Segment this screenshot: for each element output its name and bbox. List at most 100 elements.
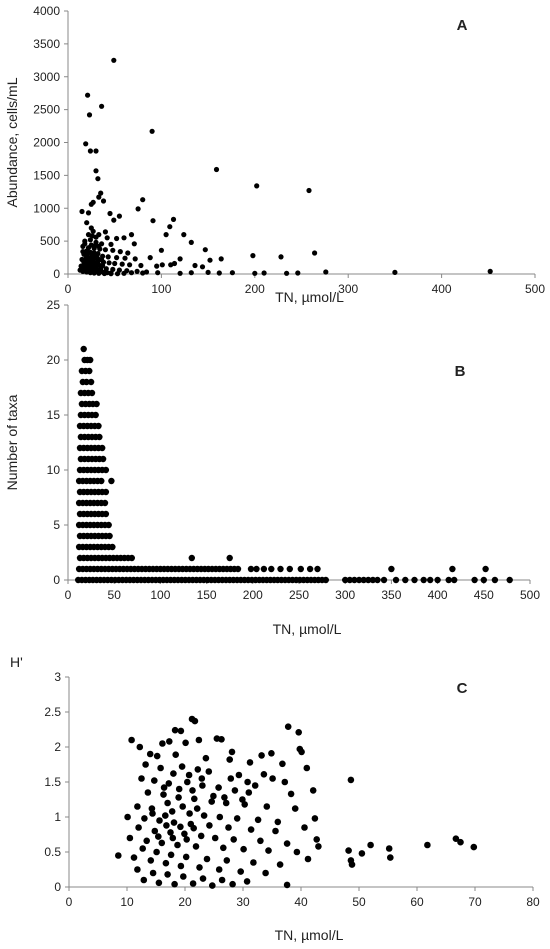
data-point	[312, 250, 318, 256]
y-tick-label: 20	[47, 353, 61, 367]
data-point	[177, 862, 185, 870]
data-point	[86, 367, 93, 375]
data-point	[175, 785, 183, 793]
data-point	[93, 400, 100, 408]
data-point	[229, 880, 236, 888]
data-point	[263, 803, 271, 810]
panel-label: A	[457, 17, 468, 34]
data-point	[192, 262, 198, 269]
data-point	[122, 255, 128, 261]
data-point	[392, 576, 400, 584]
y-tick-label: 3	[54, 670, 61, 684]
data-point	[247, 565, 255, 573]
data-point	[188, 239, 194, 245]
data-point	[250, 859, 257, 866]
y-tick-label: 1500	[33, 168, 60, 182]
x-tick-label: 100	[151, 282, 171, 296]
data-point	[111, 57, 117, 63]
data-point	[160, 784, 168, 791]
data-point	[151, 777, 158, 784]
data-point	[105, 521, 112, 529]
data-point	[197, 832, 205, 840]
data-point	[239, 796, 246, 803]
data-point	[228, 748, 236, 756]
data-point	[93, 234, 99, 240]
data-point	[260, 565, 268, 573]
data-point	[274, 818, 282, 826]
x-tick-label: 200	[243, 588, 263, 602]
data-point	[434, 576, 441, 584]
data-point	[268, 750, 275, 757]
data-point	[155, 833, 162, 840]
data-point	[192, 843, 200, 850]
data-point	[218, 256, 224, 262]
data-point	[194, 766, 202, 773]
data-point	[138, 262, 144, 269]
data-point	[200, 812, 208, 819]
data-point	[260, 771, 268, 778]
data-point	[102, 247, 108, 253]
data-point	[295, 270, 301, 276]
data-point	[101, 499, 109, 507]
data-point	[411, 576, 418, 584]
data-point	[95, 251, 101, 257]
data-point	[103, 266, 109, 272]
data-point	[181, 232, 187, 238]
data-points	[75, 345, 513, 584]
data-point	[100, 262, 106, 269]
data-point	[85, 210, 92, 216]
data-point	[125, 250, 131, 256]
data-point	[452, 835, 460, 842]
data-point	[387, 854, 394, 861]
data-point	[153, 848, 160, 856]
data-point	[102, 488, 110, 496]
data-point	[93, 148, 99, 154]
data-point	[99, 103, 105, 109]
data-point	[244, 778, 251, 786]
x-tick-label: 150	[197, 588, 217, 602]
data-point	[277, 565, 284, 573]
data-point	[159, 262, 165, 268]
data-point	[215, 866, 223, 873]
data-point	[140, 876, 148, 884]
data-point	[106, 532, 113, 540]
data-point	[162, 859, 170, 867]
x-tick-label: 300	[338, 282, 358, 296]
data-point	[158, 839, 166, 847]
data-point	[252, 270, 258, 276]
data-point	[205, 768, 213, 775]
data-point	[287, 790, 295, 798]
data-point	[295, 729, 303, 736]
data-point	[291, 805, 299, 812]
y-tick-label: 15	[47, 408, 61, 422]
x-tick-label: 400	[428, 588, 448, 602]
data-point	[196, 864, 203, 871]
data-point	[163, 232, 169, 238]
y-tick-label: 5	[53, 518, 60, 532]
data-point	[177, 727, 185, 735]
data-point	[445, 576, 452, 584]
data-point	[218, 876, 226, 884]
data-point	[314, 565, 321, 573]
x-tick-label: 500	[525, 282, 545, 296]
data-point	[199, 782, 206, 789]
data-point	[269, 775, 276, 782]
data-point	[149, 128, 155, 134]
data-point	[348, 861, 356, 868]
y-tick-label: 2	[54, 740, 61, 754]
data-point	[226, 756, 233, 763]
data-point	[253, 565, 260, 573]
data-point	[223, 857, 231, 864]
data-point	[116, 213, 122, 219]
data-point	[170, 770, 177, 777]
data-point	[309, 787, 317, 794]
data-point	[424, 841, 431, 849]
data-point	[227, 775, 235, 782]
data-point	[127, 262, 133, 268]
data-point	[114, 255, 120, 261]
data-point	[315, 843, 322, 850]
y-tick-label: 0.5	[44, 845, 61, 859]
data-point	[234, 565, 242, 573]
data-point	[367, 841, 374, 849]
data-point	[215, 784, 222, 791]
